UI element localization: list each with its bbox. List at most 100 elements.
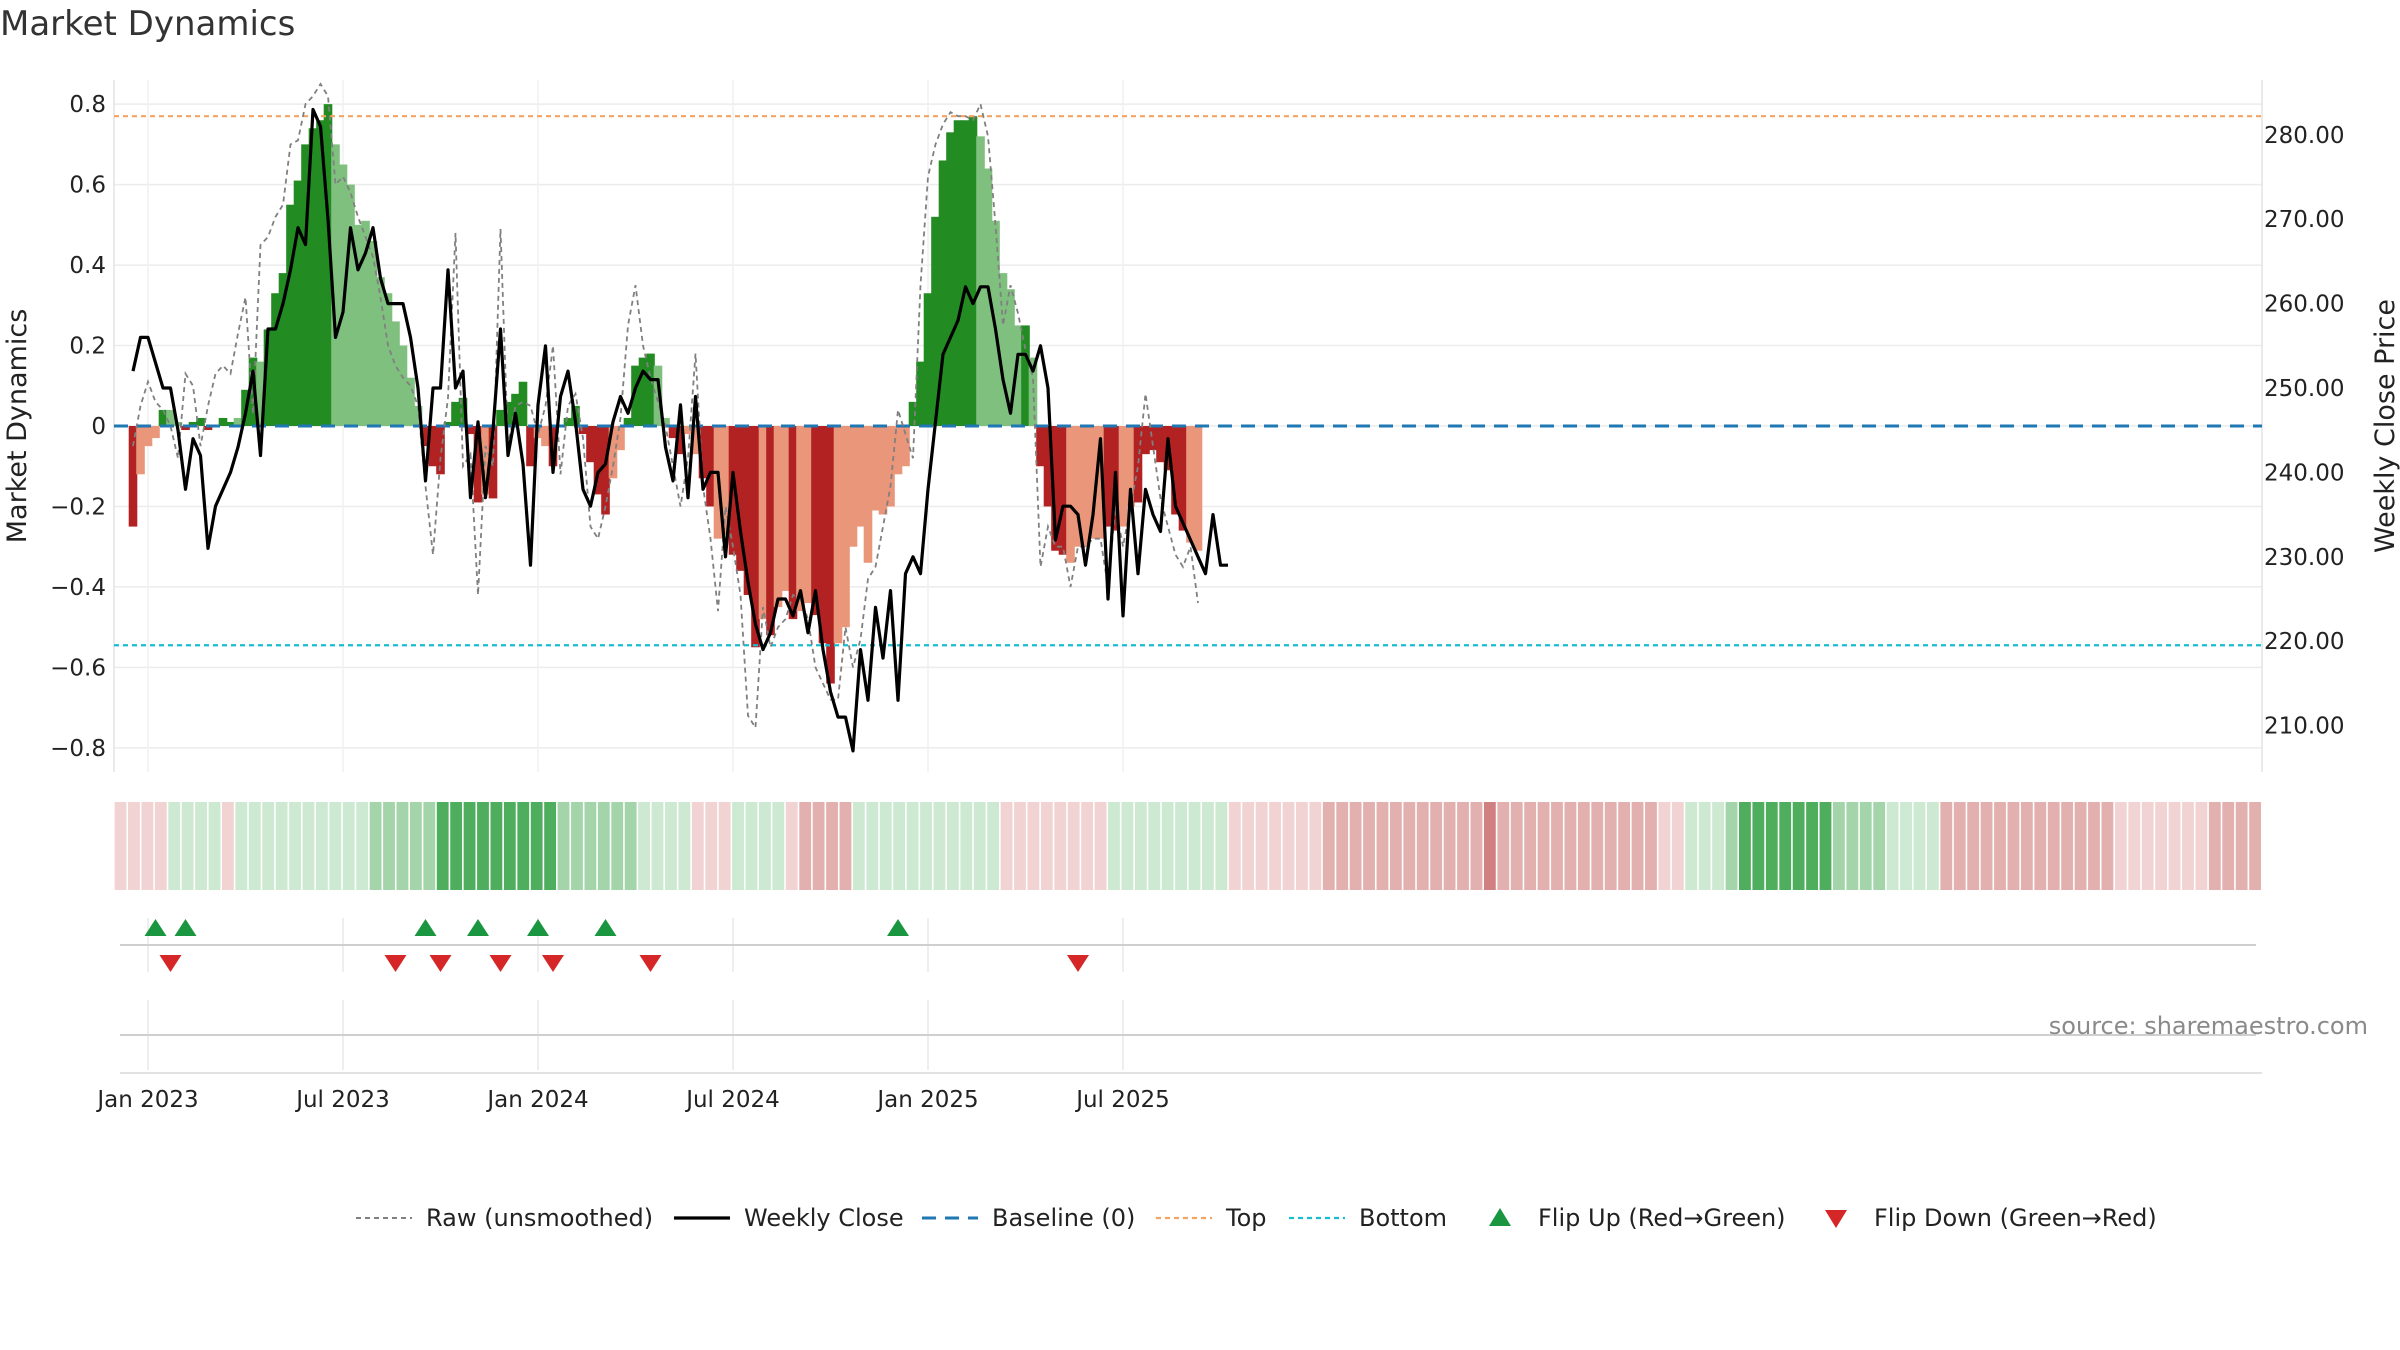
regime-cell: [289, 802, 301, 890]
dynamics-bar: [901, 426, 910, 467]
regime-cell: [503, 802, 516, 890]
regime-cell: [1725, 802, 1738, 890]
dynamics-bar: [788, 426, 798, 620]
regime-cell: [1322, 802, 1335, 890]
regime-cell: [356, 802, 369, 890]
flip-down-marker: [429, 955, 452, 972]
regime-cell: [1510, 802, 1523, 890]
y-tick-label: −0.6: [50, 655, 106, 681]
dynamics-bar: [976, 136, 985, 427]
flip-up-marker: [467, 919, 489, 936]
regime-cell: [222, 802, 234, 890]
regime-cell: [718, 802, 731, 890]
dynamics-bar: [1021, 325, 1030, 426]
regime-cell: [2195, 802, 2208, 890]
dynamics-bar: [961, 120, 970, 427]
dynamics-bars: [128, 104, 1203, 684]
regime-cell: [1591, 802, 1604, 890]
regime-cell: [772, 802, 785, 890]
regime-cell: [1806, 802, 1818, 890]
regime-cell: [1282, 802, 1295, 890]
dynamics-bar: [1051, 426, 1060, 551]
legend-label: Flip Down (Green→Red): [1874, 1204, 2157, 1232]
legend-label: Baseline (0): [992, 1204, 1135, 1232]
regime-cell: [1967, 802, 1980, 890]
regime-cell: [571, 802, 583, 890]
dynamics-bar: [998, 273, 1008, 426]
regime-cell: [168, 802, 181, 890]
regime-cell: [463, 802, 476, 890]
x-tick-label: Jul 2024: [684, 1087, 780, 1113]
dynamics-bar: [383, 293, 393, 426]
regime-cell: [624, 802, 637, 890]
regime-cell: [1470, 802, 1483, 890]
regime-cell: [1497, 802, 1510, 890]
regime-cell: [396, 802, 409, 890]
dynamics-bar: [878, 426, 888, 515]
y-tick-label: −0.4: [50, 575, 106, 601]
regime-cell: [1457, 802, 1469, 890]
dynamics-bar: [1156, 426, 1165, 463]
regime-cell: [2020, 802, 2033, 890]
dynamics-bar: [518, 381, 528, 426]
dynamics-bar: [983, 168, 993, 426]
regime-cell: [2101, 802, 2114, 890]
legend-label: Flip Up (Red→Green): [1538, 1204, 1786, 1232]
dynamics-bar: [406, 377, 415, 426]
regime-cell: [1336, 802, 1349, 890]
dynamics-bar: [848, 426, 858, 547]
regime-cell: [2208, 802, 2221, 890]
dynamics-bar: [818, 426, 828, 644]
dynamics-bar: [181, 426, 190, 431]
regime-cell: [302, 802, 315, 890]
dynamics-bar: [1096, 426, 1105, 539]
dynamics-bar: [353, 224, 363, 426]
dynamics-bar: [698, 426, 708, 479]
regime-cell: [1067, 802, 1080, 890]
dynamics-bar: [361, 220, 370, 426]
flip-down-marker: [542, 955, 564, 972]
regime-cell: [114, 802, 127, 890]
y-tick-label: 0.4: [69, 253, 106, 279]
flip-down-marker: [639, 955, 662, 972]
regime-cell: [1094, 802, 1107, 890]
dynamics-bar: [691, 426, 700, 455]
dynamics-bar: [736, 426, 745, 571]
dynamics-bar: [1006, 289, 1015, 426]
dynamics-bar: [586, 426, 595, 463]
dynamics-bar: [1186, 426, 1195, 543]
dynamics-bar: [676, 426, 685, 455]
dynamics-bar: [443, 421, 453, 426]
legend-item-down: Flip Down (Green→Red): [1825, 1204, 2157, 1232]
dynamics-bar: [803, 426, 813, 604]
legend-item-raw: Raw (unsmoothed): [356, 1204, 653, 1232]
regime-cell: [1161, 802, 1174, 890]
regime-cell: [329, 802, 342, 890]
x-tick-label: Jan 2024: [485, 1087, 588, 1113]
dynamics-bar: [458, 397, 468, 426]
dynamics-bar: [196, 417, 205, 426]
dynamics-bar: [256, 361, 265, 426]
regime-cell: [785, 802, 798, 890]
dynamics-bar: [893, 426, 903, 475]
regime-cell: [2155, 802, 2168, 890]
regime-cell: [530, 802, 543, 890]
regime-cell: [1551, 802, 1563, 890]
regime-cell: [2061, 802, 2074, 890]
regime-cell: [248, 802, 261, 890]
regime-cell: [759, 802, 771, 890]
regime-cell: [852, 802, 865, 890]
legend-swatch-flip-up: [1489, 1208, 1511, 1226]
legend-item-baseline: Baseline (0): [922, 1204, 1135, 1232]
flip-up-marker: [527, 919, 549, 936]
regime-cell: [960, 802, 973, 890]
regime-cell: [1188, 802, 1201, 890]
regime-cell: [1859, 802, 1872, 890]
y-tick-label: 0.6: [69, 173, 106, 199]
regime-cell: [1296, 802, 1308, 890]
dynamics-bar: [1148, 426, 1158, 451]
dynamics-bar: [503, 401, 513, 426]
dynamics-bar: [1118, 426, 1128, 527]
dynamics-bar: [826, 426, 835, 684]
regime-cell: [812, 802, 825, 890]
